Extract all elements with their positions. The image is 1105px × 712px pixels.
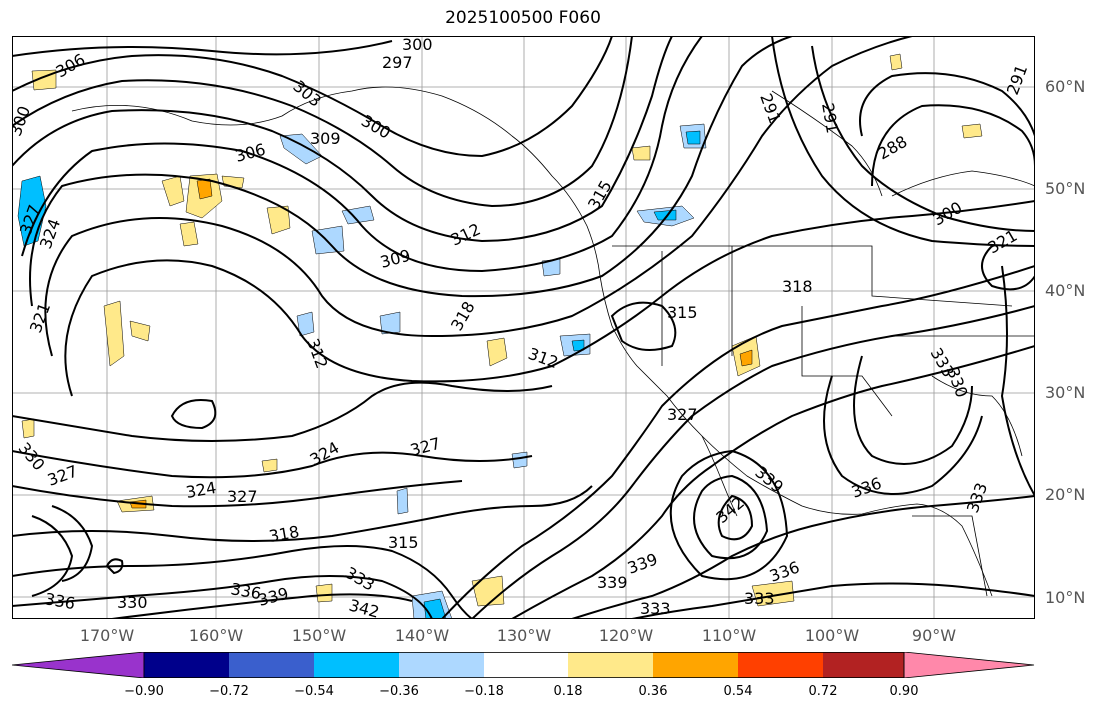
map-title: 2025100500 F060 (445, 8, 601, 28)
colorbar-tick-label: 0.90 (889, 684, 919, 699)
lon-label: 110°W (701, 626, 757, 645)
lon-label: 90°W (911, 626, 957, 645)
colorbar-extend-min (12, 652, 145, 678)
colorbar-tick-label: −0.72 (209, 684, 249, 699)
contour-label: 327 (227, 487, 258, 506)
lon-label: 100°W (804, 626, 860, 645)
colorbar (12, 652, 1035, 678)
colorbar-segment (229, 652, 314, 678)
lat-label: 10°N (1045, 588, 1086, 607)
colorbar-segment (314, 652, 399, 678)
contour-label: 339 (597, 573, 628, 592)
colorbar-extend-max (903, 652, 1035, 678)
lon-label: 150°W (291, 626, 347, 645)
contour-label: 318 (782, 277, 813, 296)
contours (12, 36, 1035, 619)
colorbar-segment (738, 652, 823, 678)
contour-label: 315 (667, 303, 698, 322)
contour-label: 342 (347, 596, 381, 619)
colorbar-segment (484, 652, 568, 678)
colorbar-tick-label: 0.36 (638, 684, 668, 699)
lon-label: 120°W (598, 626, 654, 645)
map-panel: 300 297 306 303 300 309 300 306 291 291 … (12, 36, 1035, 619)
colorbar-tick-label: −0.18 (464, 684, 504, 699)
colorbar-tick-label: −0.90 (124, 684, 164, 699)
contour-label: 333 (640, 599, 671, 618)
colorbar-segment (144, 652, 229, 678)
lat-label: 20°N (1045, 485, 1086, 504)
colorbar-tick-label: 0.54 (723, 684, 753, 699)
colorbar-segment (653, 652, 738, 678)
contour-label: 327 (667, 405, 698, 424)
shaded-field (17, 53, 983, 619)
contour-label: 300 (402, 36, 433, 54)
colorbar-tick-label: 0.72 (808, 684, 838, 699)
lat-label: 50°N (1045, 179, 1086, 198)
colorbar-segment (823, 652, 904, 678)
lat-label: 60°N (1045, 77, 1086, 96)
contour-label: 333 (744, 589, 775, 608)
colorbar-tick-label: −0.36 (379, 684, 419, 699)
lon-label: 170°W (79, 626, 135, 645)
contour-label: 309 (310, 129, 341, 148)
colorbar-segment (399, 652, 484, 678)
colorbar-tick-label: −0.54 (294, 684, 334, 699)
colorbar-segment (568, 652, 653, 678)
contour-label: 315 (388, 533, 419, 552)
contour-label: 297 (382, 53, 413, 72)
lon-label: 160°W (188, 626, 244, 645)
lon-label: 140°W (394, 626, 450, 645)
lat-label: 30°N (1045, 383, 1086, 402)
colorbar-tick-label: 0.18 (553, 684, 583, 699)
contour-label: 330 (117, 593, 148, 612)
lon-label: 130°W (496, 626, 552, 645)
lat-label: 40°N (1045, 281, 1086, 300)
